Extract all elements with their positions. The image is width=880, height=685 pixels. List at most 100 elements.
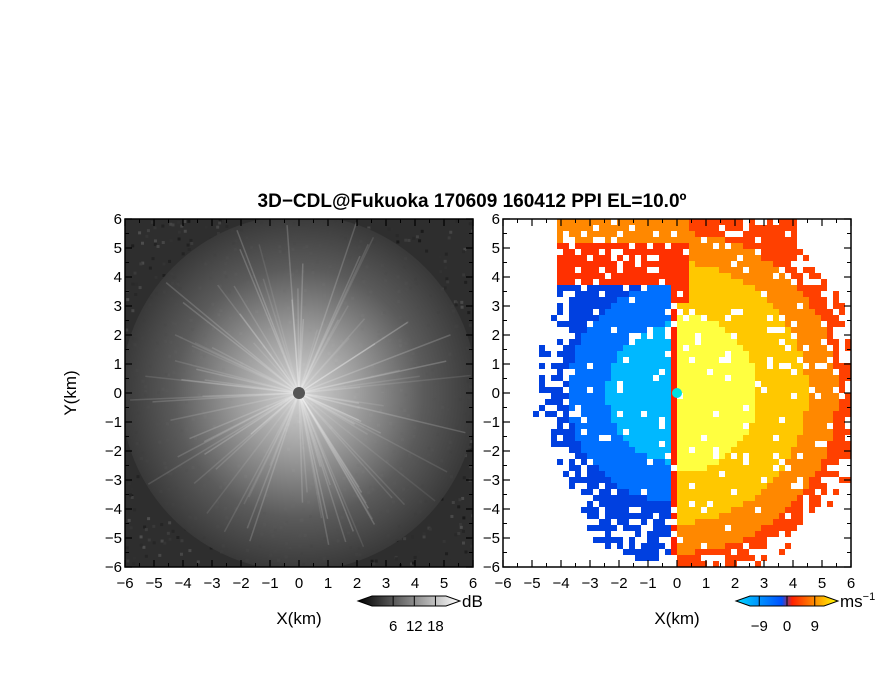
velocity-cell [833,303,839,309]
radar-site-marker [672,388,682,398]
echo-streak [174,360,300,394]
velocity-cell [605,309,611,315]
velocity-cell [773,531,779,537]
velocity-cell [683,495,689,501]
colorbar-tick-label: 6 [389,618,397,635]
speckle-cell [460,305,464,309]
velocity-cell [653,273,659,279]
velocity-cell [767,345,773,351]
velocity-cell [767,441,773,447]
velocity-cell [737,411,743,417]
velocity-cell [653,297,659,303]
echo-streak [298,318,305,394]
velocity-cell [653,315,659,321]
velocity-cell [605,483,611,489]
velocity-cell [695,297,701,303]
velocity-cell [785,309,791,315]
speckle-cell [469,448,473,452]
velocity-cell [773,357,779,363]
velocity-cell [647,417,653,423]
velocity-cell [677,489,683,495]
velocity-cell [683,453,689,459]
velocity-cell [785,321,791,327]
velocity-cell [767,273,773,279]
velocity-cell [779,237,785,243]
velocity-cell [641,405,647,411]
velocity-cell [647,555,653,561]
velocity-cell [773,519,779,525]
velocity-cell [755,261,761,267]
velocity-cell [677,267,683,273]
velocity-cell [623,423,629,429]
velocity-cell [605,351,611,357]
velocity-cell [755,441,761,447]
velocity-cell [593,405,599,411]
velocity-cell [755,369,761,375]
velocity-cell [743,261,749,267]
velocity-cell [833,471,839,477]
velocity-cell [629,405,635,411]
velocity-cell [713,315,719,321]
velocity-cell [587,465,593,471]
velocity-cell [785,375,791,381]
velocity-cell [629,321,635,327]
velocity-cell [809,429,815,435]
echo-streak [298,392,360,421]
speckle-cell [129,526,133,530]
velocity-cell [587,375,593,381]
velocity-cell [659,507,665,513]
velocity-cell [647,495,653,501]
velocity-cell [647,381,653,387]
velocity-cell [749,495,755,501]
velocity-cell [737,489,743,495]
velocity-cell [719,261,725,267]
velocity-cell [611,309,617,315]
velocity-cell [773,297,779,303]
speckle-cell [407,238,411,242]
velocity-cell [773,441,779,447]
velocity-cell [617,513,623,519]
velocity-cell [677,225,683,231]
velocity-cell [683,291,689,297]
velocity-cell [623,321,629,327]
velocity-cell [659,261,665,267]
velocity-cell [599,339,605,345]
velocity-cell [761,393,767,399]
velocity-cell [761,507,767,513]
velocity-cell [593,351,599,357]
velocity-cell [713,357,719,363]
velocity-cell [743,519,749,525]
velocity-cell [827,333,833,339]
velocity-cell [671,219,677,225]
velocity-cell [713,441,719,447]
velocity-cell [815,357,821,363]
velocity-cell [683,339,689,345]
velocity-cell [809,489,815,495]
velocity-cell [707,375,713,381]
velocity-cell [611,441,617,447]
velocity-cell [731,369,737,375]
velocity-cell [719,375,725,381]
velocity-cell [713,417,719,423]
velocity-cell [803,441,809,447]
velocity-cell [611,291,617,297]
velocity-cell [695,501,701,507]
velocity-cell [689,237,695,243]
velocity-cell [797,249,803,255]
velocity-cell [725,333,731,339]
velocity-cell [803,351,809,357]
velocity-cell [557,219,563,225]
velocity-cell [803,285,809,291]
velocity-cell [731,243,737,249]
velocity-cell [581,291,587,297]
velocity-cell [689,399,695,405]
velocity-cell [581,477,587,483]
velocity-cell [605,381,611,387]
x-tick-label: 0 [673,575,681,592]
speckle-cell [125,328,129,332]
velocity-cell [677,435,683,441]
velocity-cell [605,489,611,495]
velocity-cell [623,387,629,393]
velocity-cell [767,477,773,483]
velocity-cell [605,339,611,345]
